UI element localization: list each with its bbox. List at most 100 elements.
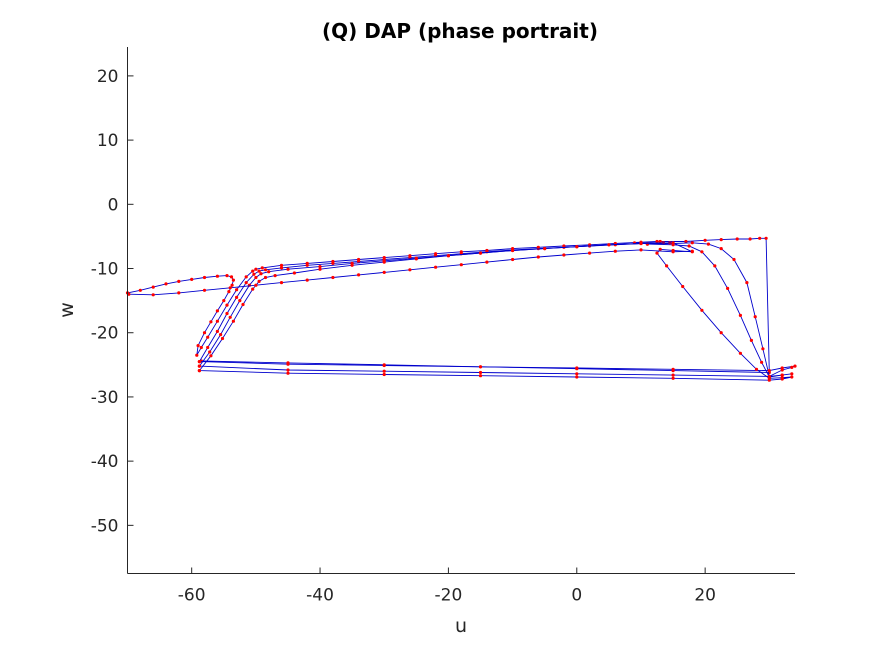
trajectory-point bbox=[235, 288, 239, 292]
trajectory-point bbox=[713, 264, 717, 268]
trajectory-point bbox=[357, 259, 361, 264]
trajectory-point bbox=[195, 353, 199, 357]
trajectory-point bbox=[562, 253, 566, 257]
trajectory-point bbox=[215, 319, 219, 323]
trajectory-point bbox=[251, 287, 255, 291]
trajectory-point bbox=[719, 331, 723, 335]
trajectory-point bbox=[382, 270, 386, 274]
trajectory-point bbox=[446, 254, 450, 258]
trajectory-point bbox=[331, 261, 335, 265]
trajectory-point bbox=[780, 377, 784, 381]
trajectory-point bbox=[206, 335, 210, 339]
trajectory-point bbox=[225, 274, 229, 278]
trajectory-point bbox=[254, 267, 258, 271]
trajectory-point bbox=[687, 244, 691, 248]
trajectory-point bbox=[700, 308, 704, 312]
trajectory-point bbox=[254, 283, 258, 287]
trajectory-point bbox=[655, 239, 659, 244]
axes bbox=[127, 47, 795, 574]
trajectory-point bbox=[485, 260, 489, 264]
trajectory-line-2 bbox=[199, 242, 796, 378]
trajectory-point bbox=[331, 275, 335, 280]
trajectory-point bbox=[257, 269, 261, 273]
trajectory-point bbox=[665, 264, 669, 268]
trajectory-point bbox=[575, 372, 579, 376]
trajectory-point bbox=[206, 345, 210, 350]
trajectory-point bbox=[790, 372, 794, 376]
trajectory-point bbox=[305, 278, 309, 282]
trajectory-point bbox=[671, 367, 675, 371]
y-tick-label: -30 bbox=[91, 388, 119, 408]
trajectory-point bbox=[260, 266, 264, 270]
trajectory-point bbox=[263, 268, 268, 272]
trajectory-point bbox=[259, 272, 263, 276]
trajectory-point bbox=[357, 273, 361, 277]
trajectory-point bbox=[613, 249, 617, 253]
trajectory-point bbox=[215, 274, 219, 278]
trajectory-point bbox=[225, 311, 229, 316]
trajectory-point bbox=[267, 270, 271, 274]
trajectory-point bbox=[228, 315, 232, 319]
trajectory-point bbox=[738, 313, 743, 317]
y-tick-label: 20 bbox=[97, 67, 119, 87]
trajectory-point bbox=[793, 364, 797, 368]
trajectory-point bbox=[434, 265, 438, 269]
trajectory-point bbox=[292, 271, 296, 275]
trajectory-point bbox=[202, 288, 207, 292]
trajectory-point bbox=[753, 315, 757, 319]
trajectory-point bbox=[719, 238, 723, 242]
trajectory-point bbox=[151, 285, 155, 289]
y-tick-label: -10 bbox=[91, 260, 119, 280]
x-tick-label: -40 bbox=[306, 586, 334, 606]
trajectory-point bbox=[318, 265, 322, 269]
trajectory-point bbox=[252, 272, 256, 276]
trajectory-point bbox=[197, 369, 201, 373]
trajectory-point bbox=[231, 319, 235, 323]
trajectory-point bbox=[190, 277, 194, 281]
trajectory-point bbox=[671, 241, 675, 245]
trajectory-point bbox=[241, 302, 245, 307]
chart-title: (Q) DAP (phase portrait) bbox=[322, 19, 598, 43]
trajectory-point bbox=[690, 249, 694, 253]
trajectory-point bbox=[414, 257, 418, 261]
trajectory-point bbox=[748, 237, 752, 241]
y-tick-label: 10 bbox=[97, 131, 119, 151]
trajectory-point bbox=[219, 333, 223, 337]
trajectory-point bbox=[197, 364, 201, 368]
trajectory-point bbox=[305, 263, 309, 267]
trajectory-point bbox=[138, 288, 142, 292]
trajectory-point bbox=[700, 250, 704, 254]
trajectory-point bbox=[222, 299, 226, 303]
y-tick-label: -50 bbox=[91, 516, 119, 536]
trajectory-point bbox=[719, 247, 723, 251]
trajectory-point bbox=[286, 371, 290, 375]
trajectory-point bbox=[382, 260, 386, 264]
trajectory-point bbox=[790, 365, 794, 369]
trajectory-point bbox=[639, 241, 643, 246]
trajectory-point bbox=[639, 248, 643, 252]
trajectory-point bbox=[536, 255, 540, 259]
trajectory-point bbox=[754, 367, 759, 371]
trajectory-point bbox=[225, 303, 229, 307]
trajectory-point bbox=[671, 376, 675, 380]
trajectory-point bbox=[202, 275, 207, 280]
trajectory-point bbox=[273, 274, 277, 278]
y-tick-label: 0 bbox=[108, 195, 119, 215]
plot-area bbox=[125, 236, 797, 382]
trajectory-point bbox=[318, 267, 322, 271]
trajectory-point bbox=[758, 236, 762, 240]
trajectory-point bbox=[209, 320, 213, 324]
trajectory-point bbox=[215, 329, 219, 333]
trajectory-point bbox=[279, 263, 284, 267]
trajectory-point bbox=[202, 331, 207, 335]
trajectory-point bbox=[251, 269, 255, 273]
trajectory-point bbox=[764, 236, 768, 240]
y-tick-label: -20 bbox=[91, 324, 119, 344]
trajectory-point bbox=[588, 251, 592, 255]
x-tick-label: -60 bbox=[178, 586, 206, 606]
trajectory-point bbox=[228, 286, 232, 290]
trajectory-point bbox=[286, 362, 290, 366]
trajectory-point bbox=[220, 336, 225, 341]
trajectory-point bbox=[655, 251, 659, 255]
trajectory-point bbox=[244, 275, 248, 279]
